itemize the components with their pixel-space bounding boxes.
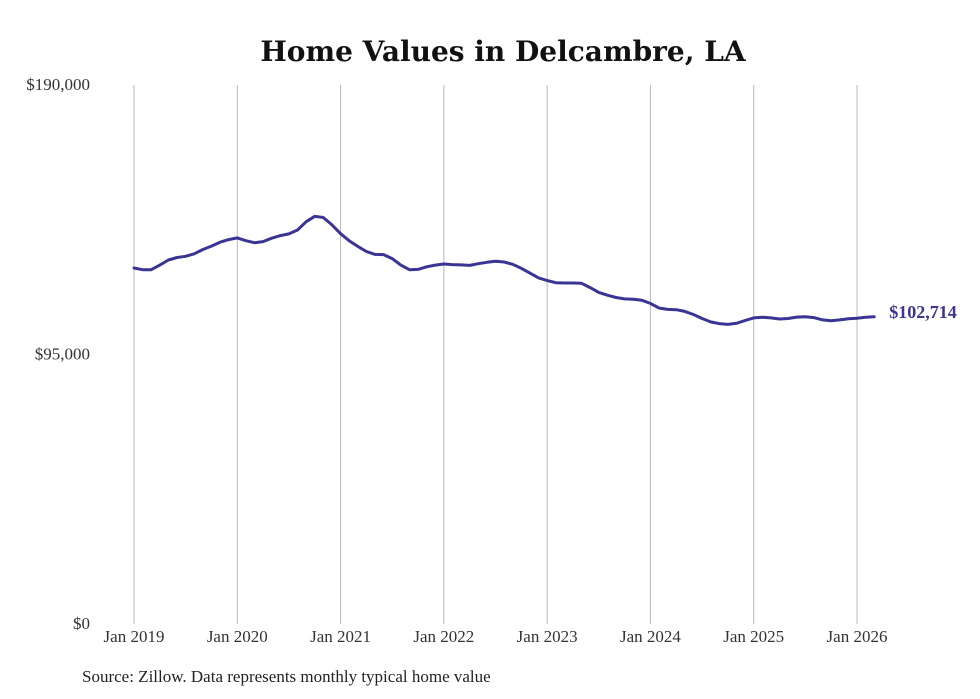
x-tick-label: Jan 2023	[517, 627, 578, 646]
chart-title: Home Values in Delcambre, LA	[260, 35, 747, 68]
end-value-label: $102,714	[889, 302, 957, 322]
x-tick-label: Jan 2026	[827, 627, 888, 646]
x-axis-ticks: Jan 2019 Jan 2020 Jan 2021 Jan 2022 Jan 2023…	[104, 627, 888, 646]
x-tick-label: Jan 2025	[723, 627, 784, 646]
series-line	[132, 214, 876, 326]
y-tick-label: $95,000	[35, 345, 90, 364]
series-group: $102,714	[132, 214, 957, 326]
x-tick-label: Jan 2022	[413, 627, 474, 646]
x-tick-label: Jan 2020	[207, 627, 268, 646]
y-axis-ticks: $0 $95,000 $190,000	[26, 75, 90, 633]
gridlines	[133, 85, 858, 624]
y-tick-label: $190,000	[26, 75, 90, 94]
y-tick-label: $0	[73, 614, 90, 633]
x-tick-label: Jan 2024	[620, 627, 681, 646]
source-note: Source: Zillow. Data represents monthly …	[82, 667, 491, 686]
x-tick-label: Jan 2019	[104, 627, 165, 646]
x-tick-label: Jan 2021	[310, 627, 371, 646]
